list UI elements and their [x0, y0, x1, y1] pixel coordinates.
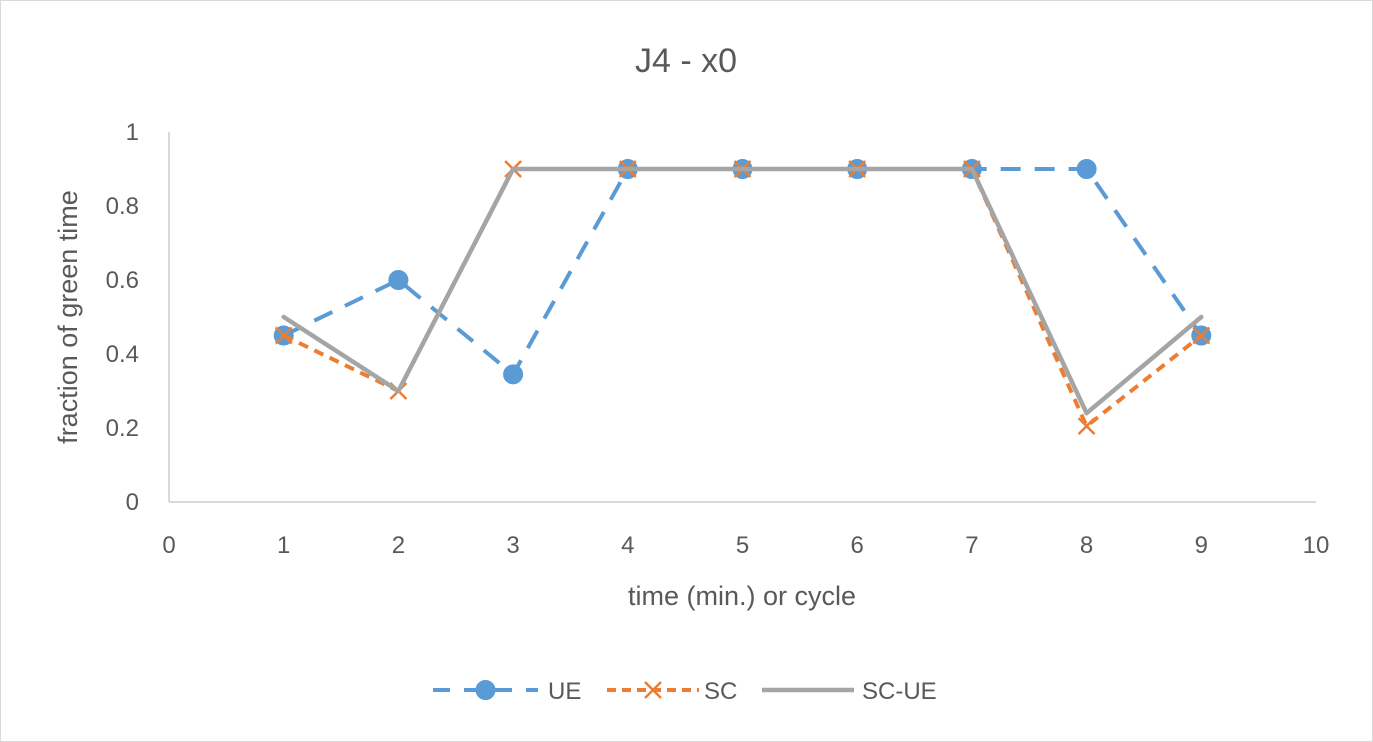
legend-label-sc: SC — [704, 678, 737, 705]
legend-marker-ue-point — [475, 680, 496, 700]
y-tick-label: 0.2 — [106, 415, 139, 442]
chart-title: J4 - x0 — [635, 42, 737, 80]
series-ue — [273, 159, 1212, 385]
y-tick-label: 1 — [126, 119, 139, 146]
x-tick-label: 2 — [392, 532, 405, 559]
x-tick-label: 4 — [621, 532, 634, 559]
y-tick-labels: 0 0.2 0.4 0.6 0.8 1 — [106, 119, 139, 516]
series-sc-point — [1077, 417, 1096, 436]
x-tick-label: 8 — [1080, 532, 1093, 559]
series-sc-point — [1192, 326, 1211, 345]
legend-item-sc-ue: SC-UE — [762, 678, 937, 705]
series-sc-line — [282, 167, 1203, 429]
legend-marker-sc-point — [644, 681, 662, 699]
y-tick-label: 0.4 — [106, 341, 139, 368]
series-sc-point — [274, 326, 293, 345]
y-tick-label: 0 — [126, 489, 139, 516]
series-ue-point — [388, 270, 409, 290]
series-ue-point — [1076, 159, 1097, 179]
legend-label-sc-ue: SC-UE — [862, 678, 937, 705]
legend-item-sc: SC — [607, 678, 737, 705]
legend: UE SC SC-UE — [433, 678, 937, 705]
x-tick-label: 3 — [506, 532, 519, 559]
x-tick-label: 5 — [736, 532, 749, 559]
y-tick-label: 0.8 — [106, 193, 139, 220]
x-tick-label: 1 — [277, 532, 290, 559]
y-axis-label: fraction of green time — [53, 190, 83, 444]
x-axis-label: time (min.) or cycle — [628, 581, 856, 611]
series-sc-ue-line — [281, 166, 1204, 416]
x-tick-label: 9 — [1195, 532, 1208, 559]
series-ue-point — [503, 364, 524, 385]
series-sc-ue — [281, 166, 1204, 416]
x-tick-labels: 0 1 2 3 4 5 6 7 8 9 10 — [162, 532, 1329, 559]
series-sc — [274, 160, 1211, 436]
axes — [168, 132, 1316, 503]
legend-label-ue: UE — [548, 678, 581, 705]
plot-series — [273, 159, 1212, 436]
legend-item-ue: UE — [433, 678, 581, 705]
y-tick-label: 0.6 — [106, 267, 139, 294]
x-tick-label: 6 — [851, 532, 864, 559]
x-tick-label: 7 — [965, 532, 978, 559]
x-tick-label: 0 — [162, 532, 175, 559]
x-tick-label: 10 — [1303, 532, 1330, 559]
